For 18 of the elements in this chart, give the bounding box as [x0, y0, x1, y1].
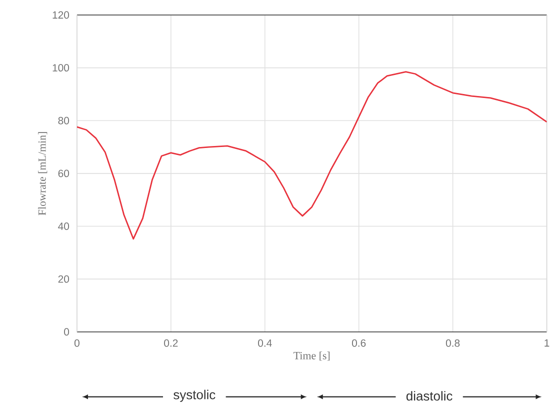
x-tick-label: 0.4 — [258, 339, 272, 347]
y-tick-label: 120 — [52, 11, 70, 19]
x-tick-label: 0 — [74, 339, 80, 347]
x-tick-label: 1 — [544, 339, 550, 347]
x-tick-label: 0.6 — [352, 339, 366, 347]
x-tick-label: 0.8 — [446, 339, 460, 347]
text: diastolic — [406, 391, 452, 401]
x-tick-label: 0.2 — [164, 339, 178, 347]
y-tick-label: 0 — [64, 328, 70, 336]
line-series — [76, 71, 547, 240]
y-tick-label: 100 — [52, 64, 70, 72]
text: systolic — [174, 390, 216, 402]
y-tick-label: 60 — [58, 170, 70, 178]
y-axis-title: Flowrate [mL/min] — [38, 132, 48, 216]
y-tick-label: 80 — [58, 116, 70, 124]
y-tick-label: 20 — [58, 275, 70, 283]
y-tick-label: 40 — [58, 222, 70, 230]
x-axis-title: Time [s] — [294, 352, 330, 361]
